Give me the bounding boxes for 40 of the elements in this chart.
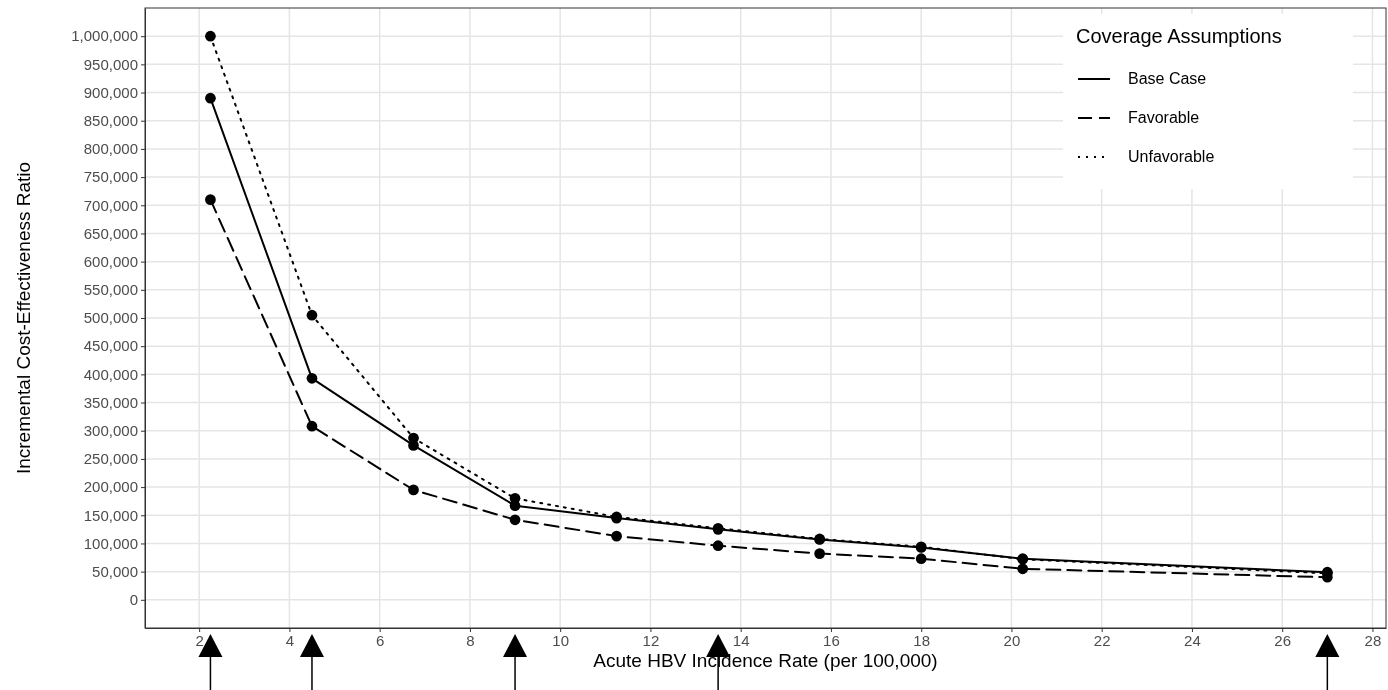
- y-tick-label: 750,000: [83, 168, 138, 186]
- y-tick-label: 1,000,000: [71, 27, 138, 45]
- x-tick-label: 24: [1184, 631, 1201, 649]
- x-tick-label: 26: [1274, 631, 1292, 649]
- x-tick-label: 28: [1364, 631, 1382, 649]
- y-tick-label: 550,000: [83, 281, 138, 299]
- y-tick-label: 950,000: [83, 55, 138, 73]
- x-tick-label: 16: [823, 631, 840, 649]
- y-tick-label: 800,000: [83, 140, 138, 158]
- x-tick-label: 4: [285, 631, 295, 649]
- x-tick-label: 12: [642, 631, 660, 649]
- y-tick-label: 0: [129, 591, 138, 609]
- y-tick-label: 250,000: [83, 450, 138, 468]
- x-tick-label: 20: [1003, 631, 1021, 649]
- y-tick-label: 900,000: [83, 83, 138, 101]
- legend-label: Base Case: [1128, 70, 1207, 87]
- y-tick-label: 150,000: [83, 506, 138, 524]
- y-tick-label: 500,000: [83, 309, 138, 327]
- x-tick-label: 18: [913, 631, 931, 649]
- x-tick-label: 10: [552, 631, 570, 649]
- y-tick-label: 100,000: [83, 534, 138, 552]
- y-tick-label: 850,000: [83, 112, 138, 130]
- y-tick-label: 650,000: [83, 224, 138, 242]
- y-tick-label: 450,000: [83, 337, 138, 355]
- y-tick-label: 600,000: [83, 252, 138, 270]
- legend-title: Coverage Assumptions: [1076, 25, 1282, 47]
- y-tick-label: 350,000: [83, 393, 138, 411]
- x-tick-label: 8: [466, 631, 475, 649]
- legend-label: Favorable: [1128, 109, 1200, 126]
- y-tick-label: 700,000: [83, 196, 138, 214]
- y-tick-label: 300,000: [83, 422, 138, 440]
- y-axis-title: Incremental Cost-Effectiveness Ratio: [13, 161, 34, 475]
- legend-label: Unfavorable: [1128, 148, 1215, 165]
- x-tick-label: 14: [732, 631, 750, 649]
- y-tick-label: 400,000: [83, 365, 138, 383]
- y-tick-label: 50,000: [92, 562, 138, 580]
- y-tick-label: 200,000: [83, 478, 138, 496]
- x-tick-label: 6: [375, 631, 385, 649]
- x-tick-label: 2: [195, 631, 204, 649]
- x-tick-label: 22: [1093, 631, 1111, 649]
